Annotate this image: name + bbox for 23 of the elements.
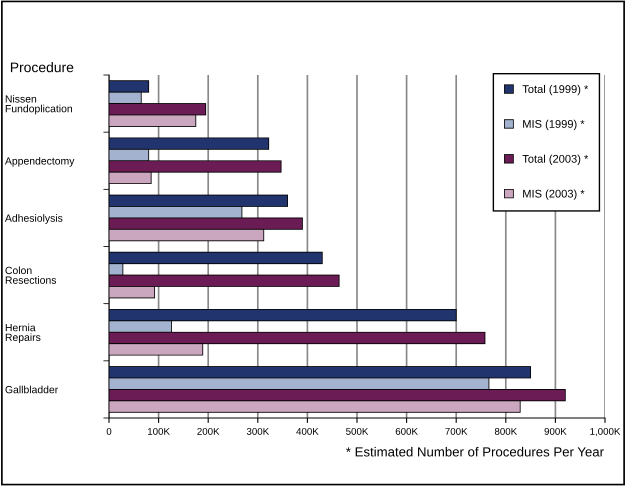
y-tick-label: Colon Resections — [5, 266, 56, 284]
legend-label: MIS (1999) * — [523, 120, 584, 130]
x-tick-label: 600K — [396, 428, 418, 435]
y-tick-label: Hernia Repairs — [6, 324, 40, 344]
x-tick-label: 200K — [197, 428, 220, 435]
legend-label: MIS (2003) * — [523, 189, 584, 200]
x-tick-label: 0 — [106, 428, 112, 435]
x-tick-label: 800K — [494, 428, 518, 435]
legend-label: Total (1999) * — [522, 84, 588, 96]
x-tick-label: 400K — [296, 428, 319, 435]
x-tick-label: 900K — [544, 428, 567, 435]
text: * Estimated Number of Procedures Per Year — [346, 446, 604, 457]
y-tick-label: Gallbladder — [5, 386, 58, 394]
x-tick-label: 500K — [346, 428, 368, 435]
x-tick-label: 700K — [445, 428, 468, 435]
y-tick-label: Nissen Fundoplication — [6, 94, 72, 114]
y-axis-title: Procedure — [10, 62, 74, 72]
x-tick-label: 300K — [246, 428, 270, 435]
x-tick-label: 100K — [148, 428, 170, 435]
y-tick-label: Appendectomy — [4, 156, 74, 167]
y-tick-label: Adhesiolysis — [4, 214, 62, 224]
legend-label: Total (2003) * — [522, 154, 588, 165]
x-tick-label: 1,000K — [590, 428, 620, 436]
